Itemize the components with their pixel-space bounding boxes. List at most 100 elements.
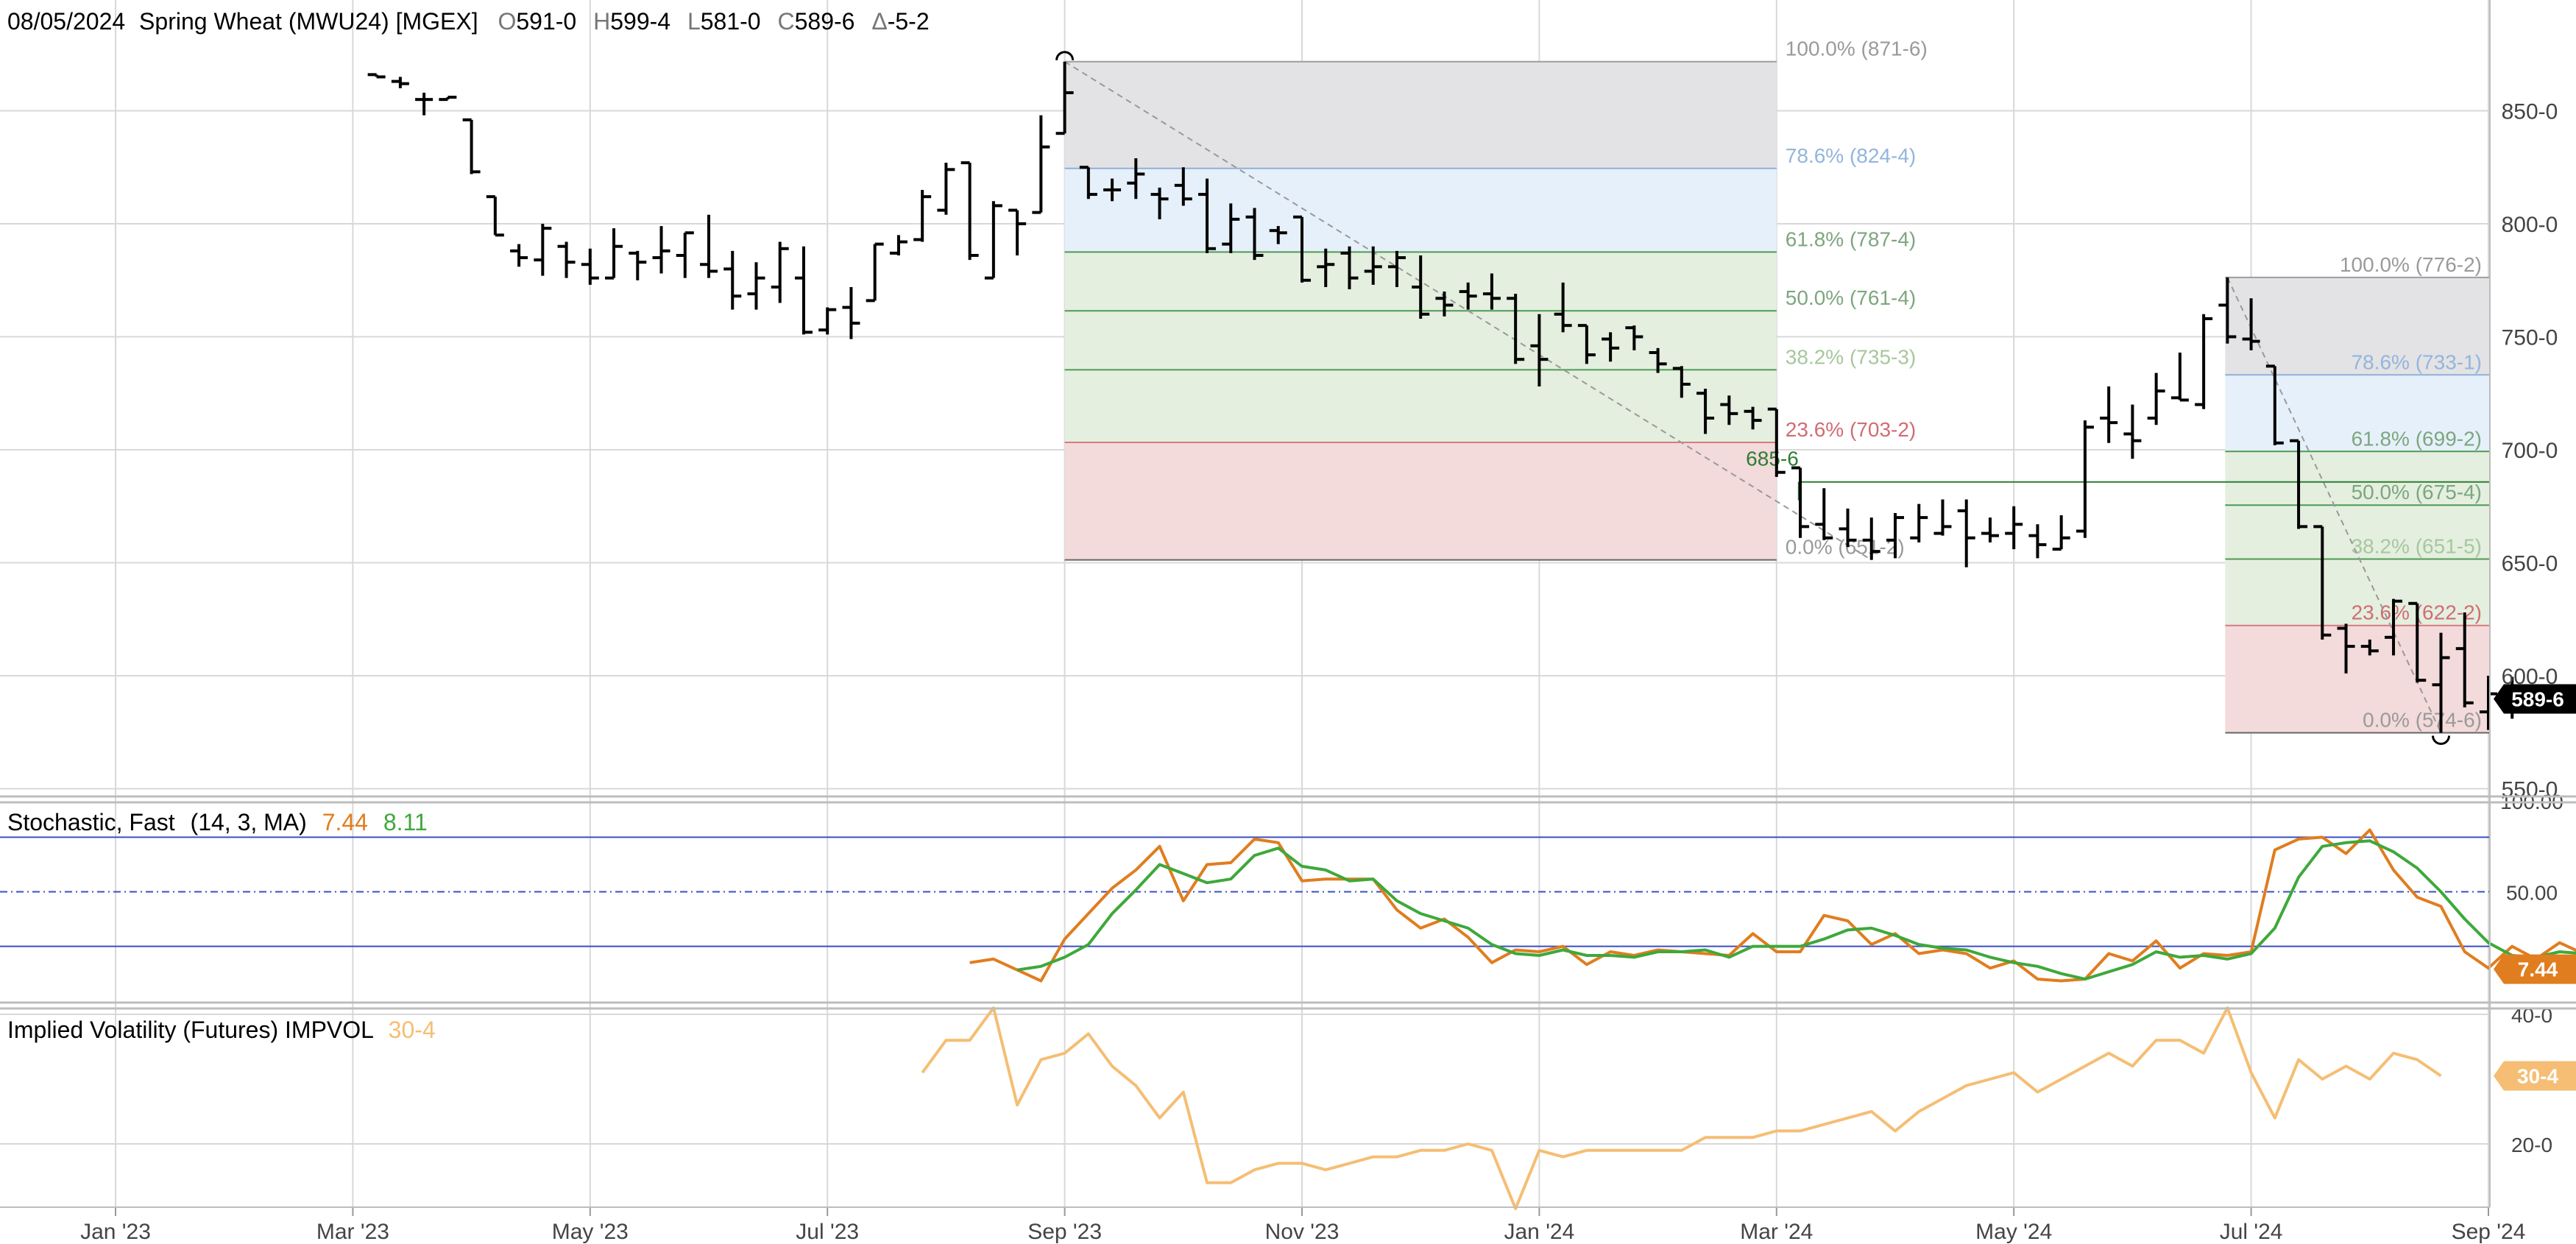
ohlc-bar xyxy=(1412,255,1430,319)
impvol-panel: 40-020-030-4 xyxy=(0,1004,2576,1210)
ohlc-bar xyxy=(1435,291,1454,317)
ohlc-bar xyxy=(2123,404,2142,459)
ohlc-bar xyxy=(676,231,694,278)
ohlc-bar xyxy=(415,92,434,116)
ohlc-bar xyxy=(794,246,813,335)
ohlc-bar xyxy=(1554,282,1572,333)
stoch-params: (14, 3, MA) xyxy=(191,809,307,835)
ohlc-bar xyxy=(557,241,576,278)
fib2-zone xyxy=(2225,505,2490,559)
header-close-label: C xyxy=(777,8,794,35)
ohlc-bar xyxy=(1981,517,1999,543)
ohlc-bar xyxy=(1008,208,1027,255)
ohlc-bar xyxy=(2337,623,2355,674)
header-open-label: O xyxy=(498,8,516,35)
fib1-zone xyxy=(1064,311,1777,370)
ohlc-bar xyxy=(391,77,409,88)
ohlc-bar xyxy=(1720,395,1738,425)
ohlc-bar xyxy=(1150,187,1169,219)
ohlc-bar xyxy=(2028,524,2047,559)
header-change-label: Δ xyxy=(871,8,887,35)
ohlc-bar xyxy=(2242,298,2260,350)
y-tick-label: 550-0 xyxy=(2502,778,2558,802)
x-tick-label: Sep '24 xyxy=(2452,1220,2526,1244)
fib2-level-label: 78.6% (733-1) xyxy=(2352,350,2482,373)
impvol-last-tag xyxy=(2494,1061,2576,1091)
ohlc-bar xyxy=(1364,246,1382,285)
ohlc-bar xyxy=(534,224,552,276)
ohlc-bar xyxy=(2432,632,2450,733)
ohlc-bar xyxy=(1767,407,1786,477)
x-tick-label: Mar '23 xyxy=(316,1220,389,1244)
last-price-tag xyxy=(2494,684,2576,714)
ohlc-bar xyxy=(1886,512,1904,559)
impvol-title: Implied Volatility (Futures) IMPVOL xyxy=(7,1017,373,1043)
fib1-level-label: 61.8% (787-4) xyxy=(1786,227,1916,250)
stoch-k-line xyxy=(969,828,2576,983)
ohlc-bar xyxy=(771,241,789,303)
ohlc-bar xyxy=(1862,517,1880,560)
x-tick-label: Jul '23 xyxy=(796,1220,859,1244)
ohlc-bar xyxy=(1293,215,1311,283)
ohlc-bar xyxy=(2147,372,2165,425)
y-tick-label: 750-0 xyxy=(2502,326,2558,350)
ohlc-bar xyxy=(1340,246,1359,290)
ohlc-bar xyxy=(2052,515,2070,551)
header-high: 599-4 xyxy=(610,8,670,35)
impvol-y-tick-label: 20-0 xyxy=(2511,1134,2552,1156)
fib2-zone xyxy=(2225,559,2490,626)
x-tick-label: Nov '23 xyxy=(1265,1220,1340,1244)
stoch-title: Stochastic, Fast xyxy=(7,809,175,835)
ohlc-bar xyxy=(1198,178,1217,253)
fib2-level-label: 50.0% (675-4) xyxy=(2352,481,2482,503)
fib2-level-label: 61.8% (699-2) xyxy=(2352,427,2482,450)
ohlc-bar xyxy=(1222,203,1240,253)
fib1-level-label: 100.0% (871-6) xyxy=(1786,38,1928,60)
ohlc-bar xyxy=(2385,598,2403,656)
y-tick-label: 800-0 xyxy=(2502,213,2558,237)
ohlc-bar xyxy=(2408,601,2427,683)
header-date: 08/05/2024 xyxy=(7,8,125,35)
ohlc-bar xyxy=(1839,508,1857,548)
swing-high-marker xyxy=(1055,51,1075,60)
fib1-level-label: 23.6% (703-2) xyxy=(1786,418,1916,441)
ohlc-bar xyxy=(1507,294,1525,364)
ohlc-bar xyxy=(889,235,907,255)
stoch-legend: Stochastic, Fast (14, 3, MA) 7.44 8.11 xyxy=(7,809,428,835)
ohlc-bar xyxy=(747,262,765,310)
ohlc-bar xyxy=(2455,612,2474,707)
ohlc-bar xyxy=(984,201,1002,280)
ohlc-bar xyxy=(367,73,386,79)
ohlc-bar xyxy=(1649,347,1667,373)
x-tick-label: Jan '24 xyxy=(1504,1220,1574,1244)
fib1-zone xyxy=(1064,370,1777,443)
fib1-level-label: 50.0% (761-4) xyxy=(1786,286,1916,309)
last-price-label: 589-6 xyxy=(2511,688,2564,710)
ohlc-bar xyxy=(1032,115,1050,214)
ohlc-bar xyxy=(700,214,718,278)
ohlc-bar xyxy=(2100,386,2118,443)
header-open: 591-0 xyxy=(516,8,576,35)
ohlc-bar xyxy=(1103,178,1122,202)
ohlc-bar xyxy=(1459,282,1477,310)
ohlc-bar xyxy=(818,307,837,335)
header-close: 589-6 xyxy=(795,8,855,35)
ohlc-bar xyxy=(1127,158,1145,199)
stoch-y-tick-label: 50.00 xyxy=(2506,882,2558,905)
ohlc-bar xyxy=(842,286,860,339)
ohlc-bar xyxy=(2218,277,2237,344)
fib1-level-label: 0.0% (651-2) xyxy=(1786,536,1905,559)
ohlc-bar xyxy=(486,195,504,237)
ohlc-bar xyxy=(2265,364,2284,445)
fib2-level-label: 38.2% (651-5) xyxy=(2352,535,2482,558)
ohlc-bar xyxy=(629,250,647,280)
x-tick-label: May '23 xyxy=(552,1220,629,1244)
swing-low-marker xyxy=(2432,735,2451,745)
stoch-d-line xyxy=(1016,839,2576,981)
ohlc-bar xyxy=(2290,439,2308,529)
fib1-level-label: 38.2% (735-3) xyxy=(1786,345,1916,368)
ohlc-bar xyxy=(723,250,742,310)
price-bars xyxy=(367,51,2522,745)
header-low: 581-0 xyxy=(701,8,761,35)
